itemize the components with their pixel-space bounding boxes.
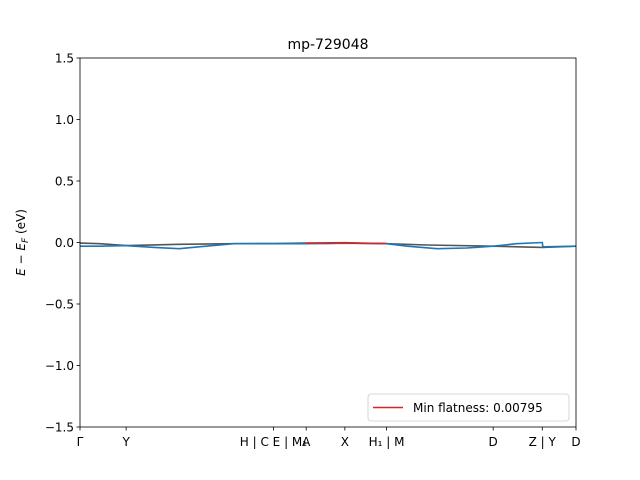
legend-label: Min flatness: 0.00795 [413,401,543,415]
y-tick-label: −1.5 [45,421,74,435]
y-tick-label: −1.0 [45,359,74,373]
y-tick-label: 0.0 [55,236,74,250]
y-tick-label: −0.5 [45,298,74,312]
x-tick-label: Γ [77,435,84,449]
y-axis-label: E − EF (eV) [14,209,31,276]
x-tick-label: Z | Y [529,435,557,449]
y-tick-label: 1.5 [55,52,74,66]
legend-box [367,393,570,422]
x-tick-label: D [489,435,498,449]
x-tick-label: A [302,435,311,449]
y-tick-label: 1.0 [55,113,74,127]
x-tick-label: D [571,435,580,449]
y-tick-label: 0.5 [55,175,74,189]
x-tick-label: X [341,435,349,449]
y-axis: −1.5 −1.0 −0.5 0.0 0.5 1.0 1.5 [45,52,80,435]
legend: Min flatness: 0.00795 [367,393,570,422]
x-tick-label: Y [121,435,130,449]
series-layer [79,241,577,250]
x-axis: Γ Y H | C E | M₁A X H₁ | M D Z | Y D [77,427,581,449]
chart-title: mp-729048 [287,37,368,53]
x-tick-label: H | C E | M₁ [240,435,307,449]
x-tick-label: H₁ | M [369,435,405,449]
